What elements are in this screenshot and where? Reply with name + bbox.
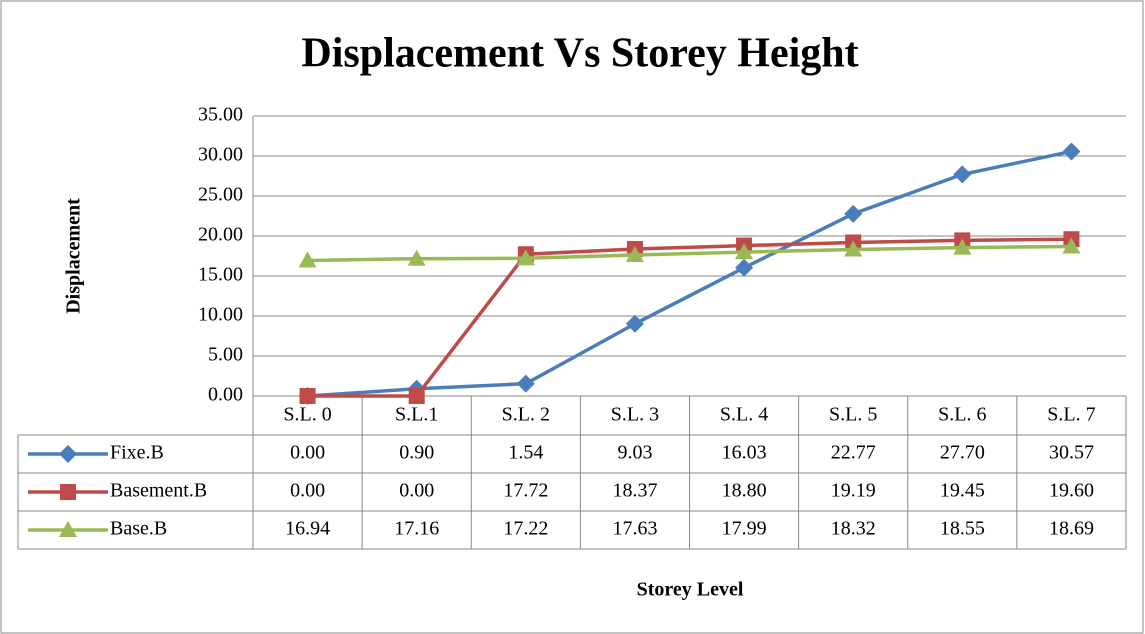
legend-marker [59,521,77,537]
point [298,251,317,268]
table-value: 1.54 [508,442,543,464]
y-tick-label: 35.00 [198,104,243,126]
point [299,388,316,404]
point [408,388,425,404]
y-tick-label: 25.00 [198,184,243,206]
point [516,374,535,393]
x-tick-label: S.L. 7 [1047,404,1095,426]
legend-label: Base.B [110,518,167,540]
table-value: 0.90 [399,442,434,464]
x-tick-label: S.L. 2 [502,404,550,426]
table-value: 18.69 [1049,518,1094,540]
point [1062,142,1081,161]
table-value: 22.77 [831,442,876,464]
y-tick-label: 5.00 [208,344,243,366]
table-value: 17.22 [503,518,548,540]
table-value: 17.99 [722,518,767,540]
table-value: 16.94 [285,518,330,540]
series-line [307,244,1072,263]
chart-title: Displacement Vs Storey Height [301,31,858,77]
point [844,240,863,257]
table-value: 19.45 [940,480,985,502]
table-value: 16.03 [722,442,767,464]
x-tick-label: S.L. 6 [938,404,986,426]
x-tick-label: S.L. 3 [611,404,659,426]
point [625,245,644,262]
x-tick-label: S.L. 4 [720,404,768,426]
table-value: 18.37 [612,480,657,502]
legend-marker [59,445,77,463]
y-tick-label: 0.00 [208,384,243,406]
series-line [307,149,1072,398]
table-value: 18.32 [831,518,876,540]
legend-label: Fixe.B [110,442,164,464]
table-value: 18.55 [940,518,985,540]
x-tick-label: S.L.1 [395,404,438,426]
y-axis-title: Displacement [63,198,85,314]
point [735,243,754,260]
point [844,204,863,223]
point [625,314,644,333]
x-tick-label: S.L. 0 [283,404,331,426]
table-value: 18.80 [722,480,767,502]
point [1062,237,1081,254]
table-value: 27.70 [940,442,985,464]
x-tick-label: S.L. 5 [829,404,877,426]
series-line [307,237,1072,398]
point [516,249,535,266]
y-tick-label: 20.00 [198,224,243,246]
point [407,249,426,266]
point [953,165,972,184]
table-value: 30.57 [1049,442,1094,464]
y-tick-label: 30.00 [198,144,243,166]
y-tick-label: 10.00 [198,304,243,326]
table-value: 0.00 [399,480,434,502]
table-value: 19.60 [1049,480,1094,502]
legend-label: Basement.B [110,480,207,502]
y-tick-label: 15.00 [198,264,243,286]
table-value: 17.63 [612,518,657,540]
table-value: 19.19 [831,480,876,502]
table-value: 9.03 [617,442,652,464]
table-value: 17.72 [503,480,548,502]
legend-marker [60,484,76,500]
point [953,238,972,255]
table-value: 0.00 [290,442,325,464]
point [735,258,754,277]
table-value: 0.00 [290,480,325,502]
table-value: 17.16 [394,518,439,540]
x-axis-title: Storey Level [637,579,744,601]
